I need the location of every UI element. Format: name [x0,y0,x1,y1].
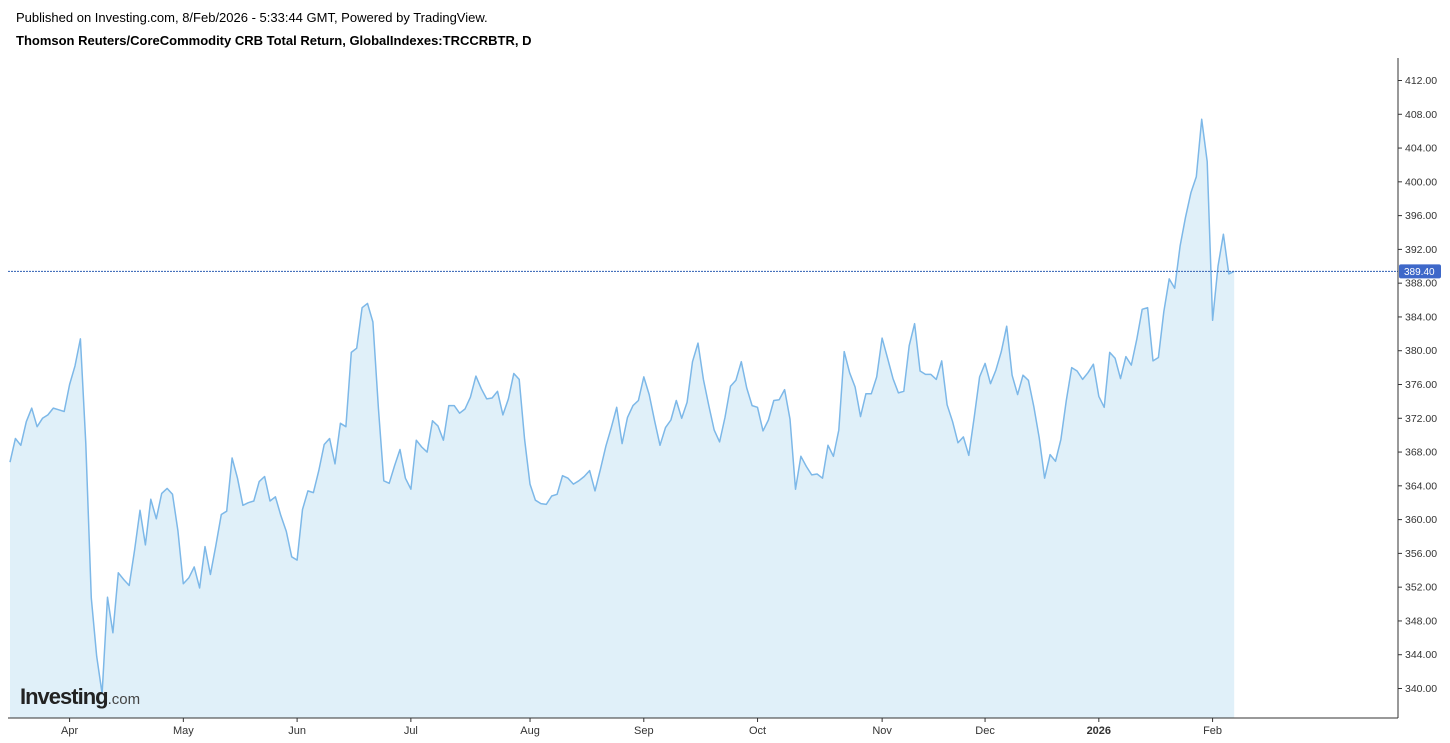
last-price-label: 389.40 [1404,267,1435,278]
x-tick-label: Nov [872,725,892,737]
y-tick-label: 348.00 [1405,615,1437,627]
y-tick-label: 356.00 [1405,548,1437,560]
y-tick-label: 388.00 [1405,278,1437,290]
y-tick-label: 372.00 [1405,413,1437,425]
series-line [9,118,1235,695]
x-tick-label: Dec [975,725,995,737]
y-axis-ticks: 412.00 408.00 404.00 400.00 396.00 392.00 388.… [1398,75,1437,695]
y-tick-label: 392.00 [1405,244,1437,256]
chart-title: Thomson Reuters/CoreCommodity CRB Total … [16,33,532,48]
y-tick-label: 408.00 [1405,109,1437,121]
y-tick-label: 368.00 [1405,447,1437,459]
y-tick-label: 404.00 [1405,143,1437,155]
x-tick-label: May [173,725,194,737]
last-price-badge [1399,264,1441,279]
y-tick-label: 376.00 [1405,379,1437,391]
y-tick-label: 380.00 [1405,345,1437,357]
y-tick-label: 384.00 [1405,311,1437,323]
logo-suffix: .com [107,691,141,708]
y-tick-label: 396.00 [1405,210,1437,222]
y-tick-label: 364.00 [1405,480,1437,492]
y-tick-label: 352.00 [1405,582,1437,594]
x-tick-label: Oct [749,725,766,737]
logo-main: Investing [20,684,109,709]
y-tick-label: 412.00 [1405,75,1437,87]
y-tick-label: 340.00 [1405,683,1437,695]
x-tick-label: Jun [288,725,306,737]
x-axis-ticks: Apr May Jun Jul Aug Sep Oct Nov Dec 2026 Feb [61,718,1222,737]
published-caption: Published on Investing.com, 8/Feb/2026 -… [16,10,488,25]
y-tick-label: 400.00 [1405,176,1437,188]
y-tick-label: 360.00 [1405,514,1437,526]
area-fill [10,119,1235,719]
x-tick-label: Sep [634,725,654,737]
x-tick-label: Feb [1203,725,1222,737]
x-tick-label: Apr [61,725,78,737]
x-tick-label: 2026 [1087,725,1111,737]
x-tick-label: Aug [520,725,540,737]
y-tick-label: 344.00 [1405,649,1437,661]
investing-logo: Investing.com [20,684,140,710]
x-tick-label: Jul [404,725,418,737]
